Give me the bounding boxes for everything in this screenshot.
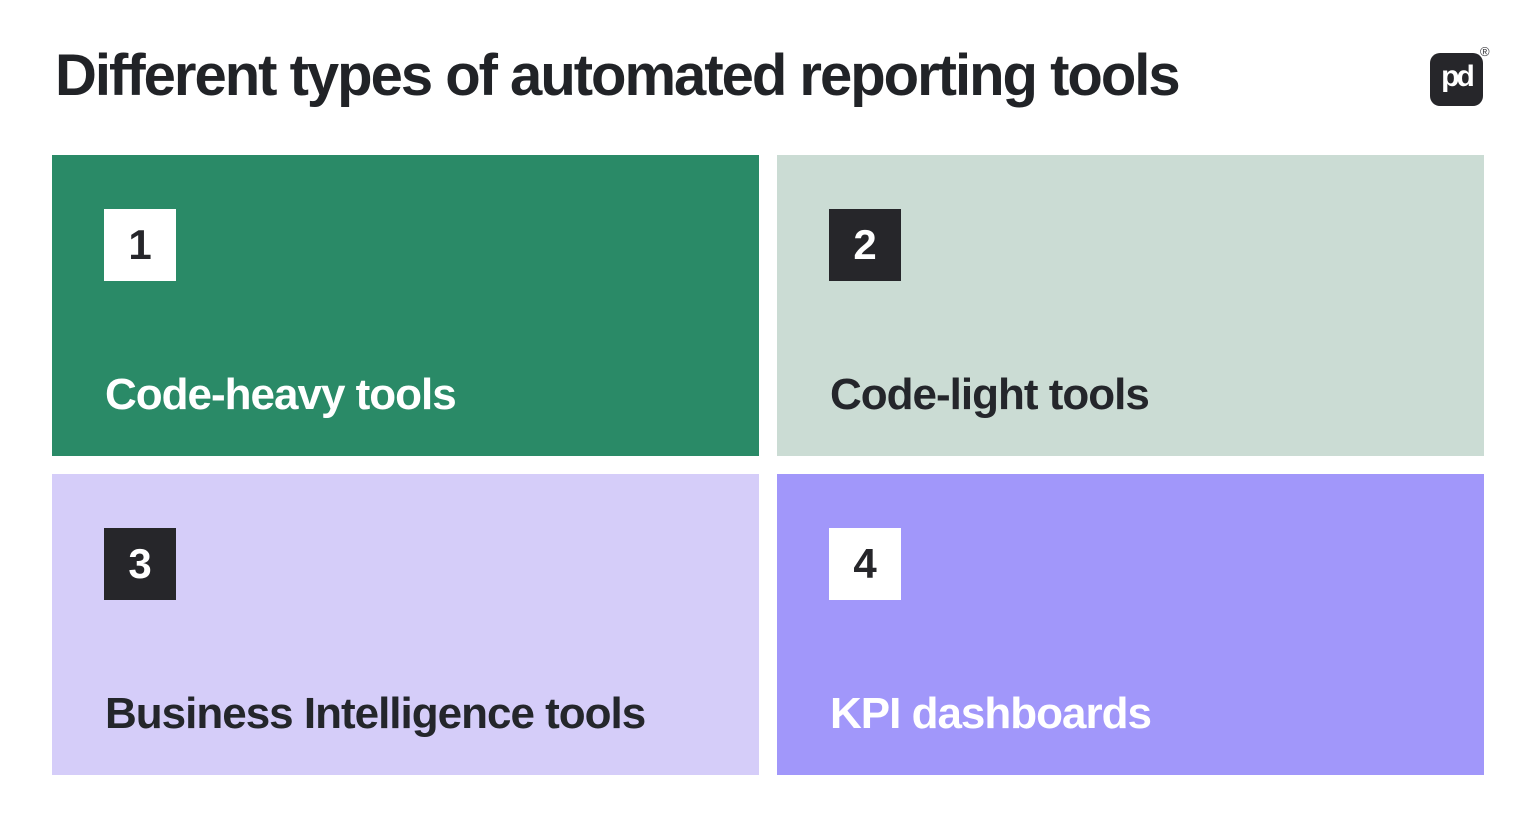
number-badge: 1 [104,209,176,281]
number-badge: 4 [829,528,901,600]
card-label: Code-heavy tools [105,370,457,419]
card-kpi-dashboards: 4 KPI dashboards [777,474,1484,775]
pandadoc-logo-icon: pd [1430,53,1483,106]
registered-trademark-icon: ® [1480,44,1490,59]
card-label: Business Intelligence tools [105,689,646,738]
card-label: Code-light tools [830,370,1150,419]
number-badge: 2 [829,209,901,281]
card-code-heavy-tools: 1 Code-heavy tools [52,155,759,456]
number-badge: 3 [104,528,176,600]
cards-grid: 1 Code-heavy tools 2 Code-light tools 3 … [52,155,1484,775]
page-title: Different types of automated reporting t… [55,43,1181,108]
card-code-light-tools: 2 Code-light tools [777,155,1484,456]
card-business-intelligence-tools: 3 Business Intelligence tools [52,474,759,775]
pd-monogram: pd [1441,59,1475,93]
card-label: KPI dashboards [830,689,1152,738]
